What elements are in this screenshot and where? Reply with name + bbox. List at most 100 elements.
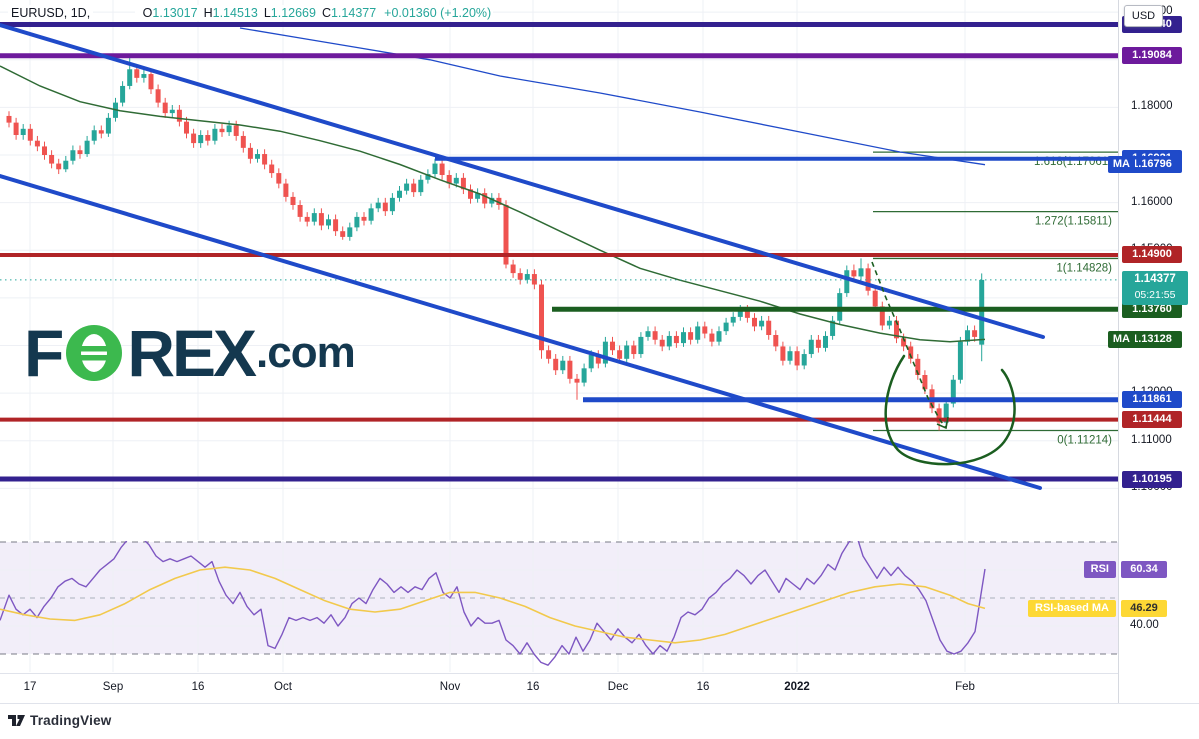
candle-body — [652, 331, 658, 340]
candle-body — [631, 345, 637, 355]
tradingview-mark-icon — [8, 714, 25, 726]
symbol-legend: EURUSD, 1D, O1.13017 H1.14513 L1.12669 C1.1… — [8, 5, 494, 21]
candle-body — [411, 183, 417, 193]
current-price-value: 1.14377 — [1134, 272, 1176, 285]
candle-body — [34, 140, 40, 147]
candle-body — [908, 346, 914, 359]
price-level-label: 1.11861 — [1122, 391, 1182, 409]
rsi-value-label: 60.34 — [1121, 560, 1167, 578]
candle-body — [397, 190, 402, 198]
price-tick-label: 1.18000 — [1131, 100, 1173, 113]
ma-line-ma-green[interactable] — [0, 65, 986, 343]
candle-body — [389, 197, 395, 212]
candle-body — [673, 335, 679, 344]
candle-body — [510, 264, 516, 274]
candle-body — [262, 154, 268, 165]
candle-body — [695, 326, 701, 340]
candle-body — [759, 320, 765, 327]
candle-body — [269, 164, 275, 174]
candle-body — [482, 193, 488, 204]
candle-body — [553, 358, 559, 371]
candle-body — [581, 368, 587, 383]
currency-tooltip: USD — [1124, 5, 1163, 27]
candle-body — [91, 130, 97, 141]
candle-body — [602, 341, 608, 364]
candle-body — [205, 134, 211, 141]
tradingview-logo[interactable]: TradingView — [8, 713, 111, 728]
candle-body — [922, 374, 928, 390]
candle-body — [524, 274, 530, 280]
candle-body — [318, 213, 324, 226]
candle-body — [560, 360, 566, 371]
candle-body — [531, 274, 537, 285]
dashed-arrow-annotation[interactable] — [871, 261, 947, 429]
candle-body — [830, 320, 836, 336]
candle-body — [290, 196, 296, 205]
candle-body — [212, 128, 218, 141]
candle-body — [730, 316, 736, 323]
candle-body — [460, 177, 466, 190]
candle-body — [198, 134, 204, 144]
ma-line-ma-blue[interactable] — [239, 27, 986, 166]
channel-trendline[interactable] — [0, 173, 1042, 490]
candle-body — [681, 332, 686, 344]
candle-body — [716, 331, 722, 342]
candle-body — [120, 85, 126, 103]
candle-body — [42, 146, 47, 155]
candle-body — [333, 219, 339, 232]
candle-body — [184, 121, 189, 134]
ma-value-label: 1.13128 — [1122, 330, 1182, 348]
candle-body — [375, 202, 381, 209]
candle-body — [297, 204, 303, 217]
candle-body — [98, 130, 104, 134]
candle-body — [191, 133, 197, 144]
candle-body — [858, 268, 864, 277]
time-tick-label: Feb — [955, 681, 975, 693]
rsi-series-rsi[interactable] — [0, 541, 986, 666]
watermark-f: F — [24, 316, 64, 390]
candle-body — [936, 408, 942, 423]
candle-body — [453, 177, 459, 184]
candle-body — [27, 128, 33, 141]
hand-drawn-circle-annotation[interactable] — [884, 354, 1016, 466]
candle-body — [176, 109, 182, 122]
time-tick-label: Sep — [102, 681, 124, 693]
price-pane[interactable]: 1.618(1.17061)1.272(1.15811)1(1.14828)0(… — [0, 0, 1118, 540]
candle-body — [503, 204, 509, 265]
candle-body — [972, 330, 978, 337]
candle-body — [702, 326, 708, 334]
fib-level-label: 1.272(1.15811) — [1035, 216, 1112, 228]
candle-body — [425, 174, 431, 180]
candle-body — [780, 346, 786, 361]
rsi-pane[interactable] — [0, 541, 1118, 672]
candle-body — [595, 354, 601, 364]
candle-body — [815, 339, 821, 348]
forex-o-euro-icon — [66, 325, 123, 381]
rsi-series-ma[interactable] — [0, 566, 986, 644]
candle-body — [84, 140, 90, 155]
candle-body — [539, 284, 544, 351]
candle-body — [872, 290, 878, 307]
candle-body — [155, 89, 161, 103]
candle-body — [979, 279, 985, 345]
ma-badge: MA — [1107, 330, 1135, 348]
symbol-title[interactable]: EURUSD, 1D, — [8, 5, 94, 21]
candle-body — [49, 154, 55, 164]
candle-body — [517, 273, 523, 280]
candle-body — [276, 173, 282, 184]
tradingview-logo-text: TradingView — [30, 713, 112, 728]
bar-countdown: 05:21:55 — [1134, 288, 1176, 301]
time-axis[interactable]: 17 Sep 16 Oct Nov 16 Dec 16 2022 Feb — [0, 673, 1118, 703]
ohlc-h-value: 1.14513 — [212, 6, 258, 20]
time-tick-label: 17 — [23, 681, 37, 693]
candle-body — [879, 306, 885, 326]
candle-body — [56, 163, 62, 170]
candle-body — [169, 109, 175, 114]
candle-body — [77, 150, 83, 155]
change-value: +0.01360 (+1.20%) — [384, 6, 492, 20]
candle-body — [638, 336, 644, 355]
price-axis[interactable]: 1.200001.180001.160001.150001.130001.120… — [1118, 0, 1199, 703]
forex-watermark: F REX .com — [24, 316, 356, 390]
channel-trendline[interactable] — [0, 22, 1045, 339]
